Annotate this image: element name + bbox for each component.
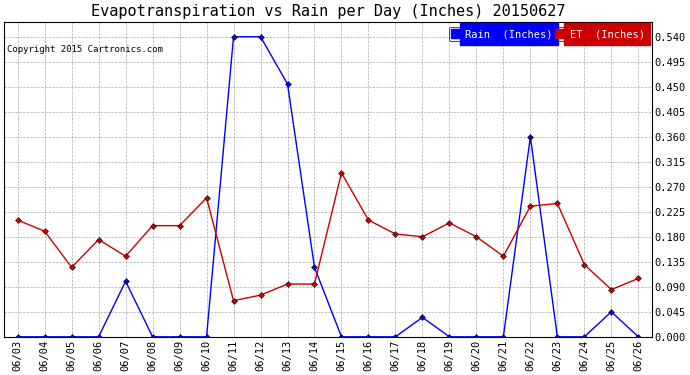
Title: Evapotranspiration vs Rain per Day (Inches) 20150627: Evapotranspiration vs Rain per Day (Inch…	[91, 4, 565, 19]
Text: Copyright 2015 Cartronics.com: Copyright 2015 Cartronics.com	[7, 45, 163, 54]
Legend: Rain  (Inches), ET  (Inches): Rain (Inches), ET (Inches)	[448, 27, 647, 41]
